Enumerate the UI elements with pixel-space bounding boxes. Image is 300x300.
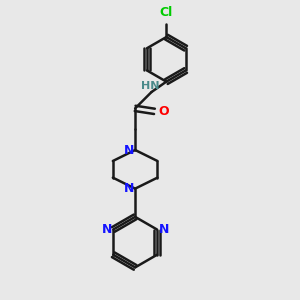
- Text: O: O: [158, 105, 169, 118]
- Text: N: N: [123, 143, 134, 157]
- Text: HN: HN: [141, 81, 159, 91]
- Text: Cl: Cl: [160, 6, 173, 19]
- Text: N: N: [101, 223, 112, 236]
- Text: N: N: [158, 223, 169, 236]
- Text: N: N: [123, 182, 134, 195]
